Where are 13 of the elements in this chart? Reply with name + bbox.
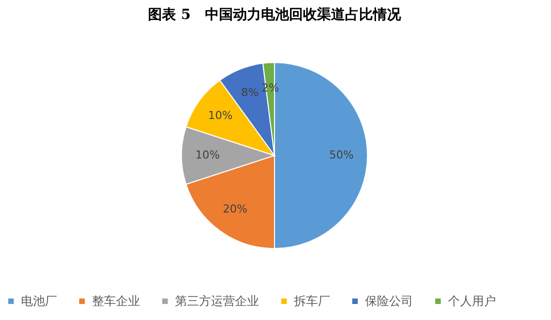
- data-label: 10%: [208, 109, 233, 122]
- legend-label: 电池厂: [21, 294, 57, 308]
- data-label: 2%: [262, 82, 280, 95]
- data-label: 8%: [241, 86, 259, 100]
- legend-label: 整车企业: [92, 294, 140, 308]
- chart-title: 图表 5 中国动力电池回收渠道占比情况: [148, 6, 402, 23]
- legend-label: 第三方运营企业: [175, 294, 259, 308]
- legend-label: 保险公司: [365, 294, 413, 308]
- data-label: 10%: [195, 148, 220, 162]
- legend-label: 个人用户: [448, 294, 496, 308]
- data-label: 50%: [329, 148, 354, 162]
- legend-label: 拆车厂: [293, 294, 330, 308]
- data-label: 20%: [222, 202, 248, 216]
